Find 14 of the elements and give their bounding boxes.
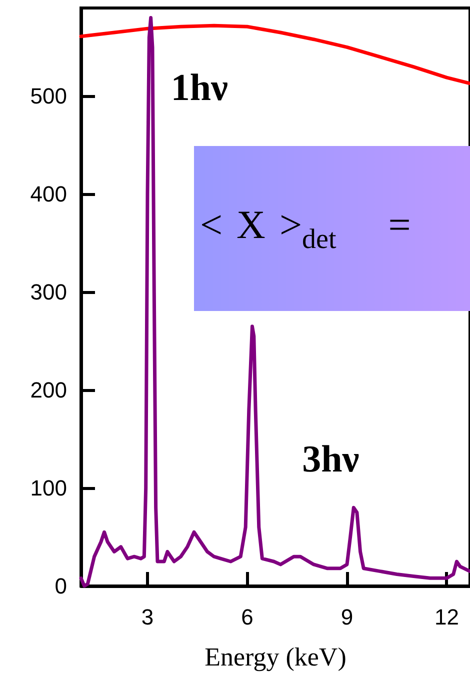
y-tick-label: 100 bbox=[30, 476, 67, 501]
y-tick-label: 0 bbox=[54, 574, 67, 598]
x-axis-title: Energy (keV) bbox=[204, 642, 346, 672]
y-tick-label: 400 bbox=[30, 182, 67, 207]
annotation: 3hν bbox=[302, 438, 360, 481]
y-tick-label: 200 bbox=[30, 378, 67, 403]
x-tick-label: 3 bbox=[141, 604, 154, 630]
text-box: < X >$_{det}$ = bbox=[194, 146, 470, 311]
y-tick-label: 500 bbox=[30, 84, 67, 109]
x-tick-label: 6 bbox=[241, 604, 254, 630]
annotation: 1hν bbox=[170, 67, 228, 110]
x-tick-label: 12 bbox=[434, 604, 459, 630]
y-tick-label: 300 bbox=[30, 280, 67, 305]
x-tick-label: 9 bbox=[340, 604, 354, 630]
